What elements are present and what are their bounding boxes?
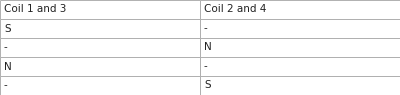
Bar <box>200 19 400 38</box>
Bar <box>200 0 400 19</box>
Text: N: N <box>4 61 12 72</box>
Text: Coil 1 and 3: Coil 1 and 3 <box>4 4 66 15</box>
Bar <box>200 57 400 76</box>
Bar <box>200 76 400 95</box>
Text: -: - <box>204 61 208 72</box>
Bar <box>200 38 400 57</box>
Text: -: - <box>4 80 8 91</box>
Bar <box>0 76 200 95</box>
Text: Coil 2 and 4: Coil 2 and 4 <box>204 4 266 15</box>
Text: S: S <box>204 80 211 91</box>
Text: -: - <box>4 42 8 53</box>
Bar <box>0 0 200 19</box>
Text: S: S <box>4 23 11 34</box>
Bar <box>0 57 200 76</box>
Text: N: N <box>204 42 212 53</box>
Text: -: - <box>204 23 208 34</box>
Bar <box>0 19 200 38</box>
Bar <box>0 38 200 57</box>
